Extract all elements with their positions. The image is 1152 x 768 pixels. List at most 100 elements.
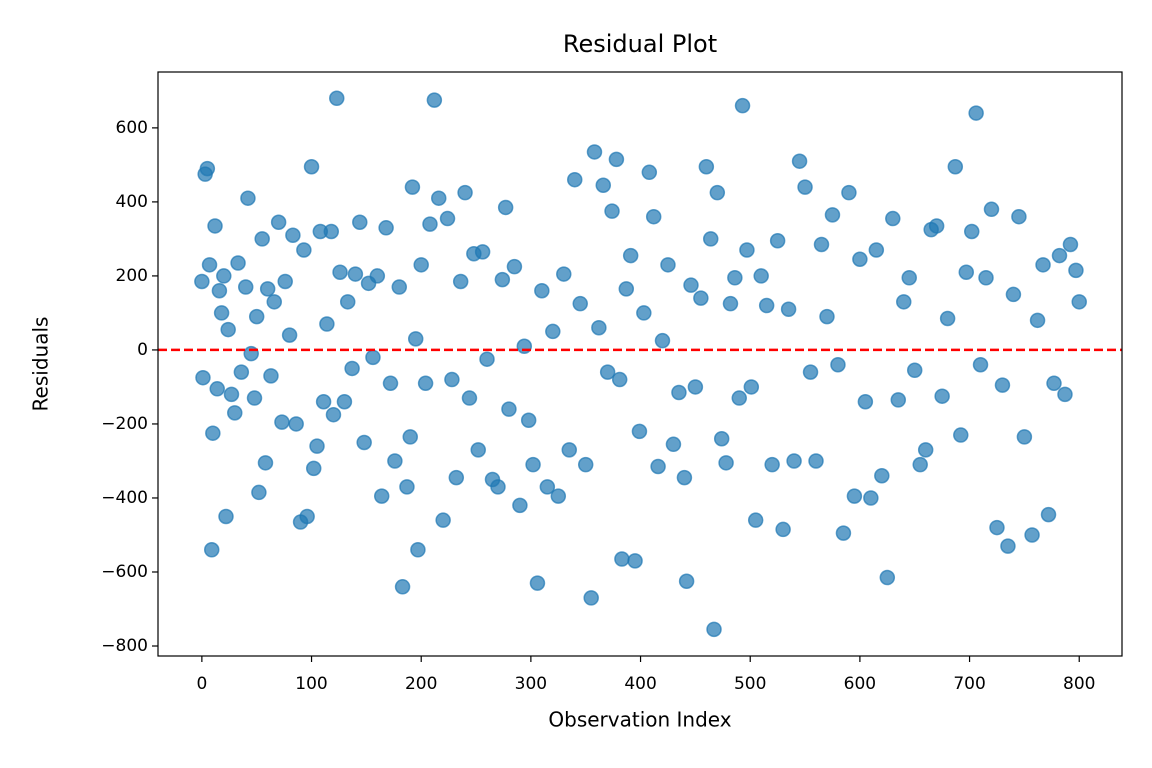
y-tick-label: −600 xyxy=(101,562,148,582)
point xyxy=(369,268,386,284)
point xyxy=(947,158,964,175)
y-tick-label: 200 xyxy=(116,266,148,286)
point xyxy=(285,227,301,243)
point xyxy=(246,390,263,406)
point xyxy=(874,468,890,484)
point xyxy=(444,371,460,388)
point xyxy=(683,277,699,293)
point xyxy=(671,384,687,401)
point xyxy=(934,388,950,404)
point xyxy=(194,273,210,290)
point xyxy=(270,214,287,231)
point xyxy=(650,458,666,475)
point xyxy=(775,521,791,538)
point xyxy=(1068,262,1084,279)
point xyxy=(780,301,797,317)
point xyxy=(994,377,1011,393)
point xyxy=(1005,286,1022,303)
point xyxy=(223,386,240,403)
point xyxy=(636,305,652,321)
point xyxy=(566,171,583,188)
point xyxy=(953,427,969,443)
point xyxy=(259,281,276,297)
point xyxy=(713,431,730,447)
point xyxy=(835,525,852,541)
point xyxy=(846,488,863,504)
point xyxy=(251,484,267,501)
point xyxy=(506,258,523,275)
point xyxy=(209,381,225,397)
point xyxy=(819,308,835,325)
point xyxy=(641,164,658,181)
point xyxy=(586,144,603,160)
point xyxy=(863,490,879,506)
point xyxy=(577,456,594,473)
point xyxy=(325,406,342,423)
point xyxy=(769,233,786,249)
point xyxy=(356,434,372,451)
y-tick-label: −800 xyxy=(101,636,148,656)
point xyxy=(797,179,813,195)
point xyxy=(315,393,332,410)
point xyxy=(595,177,612,193)
point xyxy=(727,270,743,286)
point xyxy=(344,360,360,377)
point xyxy=(545,323,561,340)
point xyxy=(972,356,989,373)
point xyxy=(665,436,682,453)
point xyxy=(678,573,695,589)
point xyxy=(885,210,901,227)
point xyxy=(319,316,335,332)
point xyxy=(237,279,254,295)
point xyxy=(207,218,223,234)
y-tick-label: 600 xyxy=(116,118,148,138)
point xyxy=(896,294,912,310)
point xyxy=(868,242,885,258)
point xyxy=(404,179,421,195)
point xyxy=(852,251,868,268)
point xyxy=(296,242,312,258)
point xyxy=(205,425,221,441)
point xyxy=(611,371,628,388)
point xyxy=(572,295,588,312)
point xyxy=(709,184,726,201)
x-tick-label: 800 xyxy=(1063,674,1095,694)
point xyxy=(1051,247,1068,264)
point xyxy=(281,327,298,343)
point xyxy=(791,153,808,169)
x-axis-label: Observation Index xyxy=(548,708,731,732)
point xyxy=(722,295,739,312)
x-tick-label: 100 xyxy=(295,674,327,694)
point xyxy=(365,349,381,366)
point xyxy=(257,455,274,471)
point xyxy=(654,332,671,349)
point xyxy=(457,184,473,201)
point xyxy=(901,270,917,286)
point xyxy=(233,364,250,380)
point xyxy=(529,575,546,591)
point xyxy=(599,364,616,380)
point xyxy=(539,479,556,495)
point xyxy=(199,160,216,177)
point xyxy=(1029,312,1046,329)
point xyxy=(556,266,572,282)
y-tick-label: −200 xyxy=(101,414,148,434)
point xyxy=(928,218,945,234)
point xyxy=(534,282,550,299)
point xyxy=(394,579,411,595)
x-tick-label: 500 xyxy=(734,674,766,694)
chart-title: Residual Plot xyxy=(563,30,717,58)
point xyxy=(660,257,676,273)
x-tick-label: 400 xyxy=(624,674,656,694)
point xyxy=(917,442,934,458)
point xyxy=(227,405,243,421)
point xyxy=(520,412,537,429)
point xyxy=(494,271,511,288)
point xyxy=(1024,527,1040,543)
point xyxy=(702,231,719,247)
point xyxy=(378,220,394,236)
point xyxy=(978,270,994,286)
point xyxy=(743,379,760,395)
point xyxy=(461,390,478,406)
